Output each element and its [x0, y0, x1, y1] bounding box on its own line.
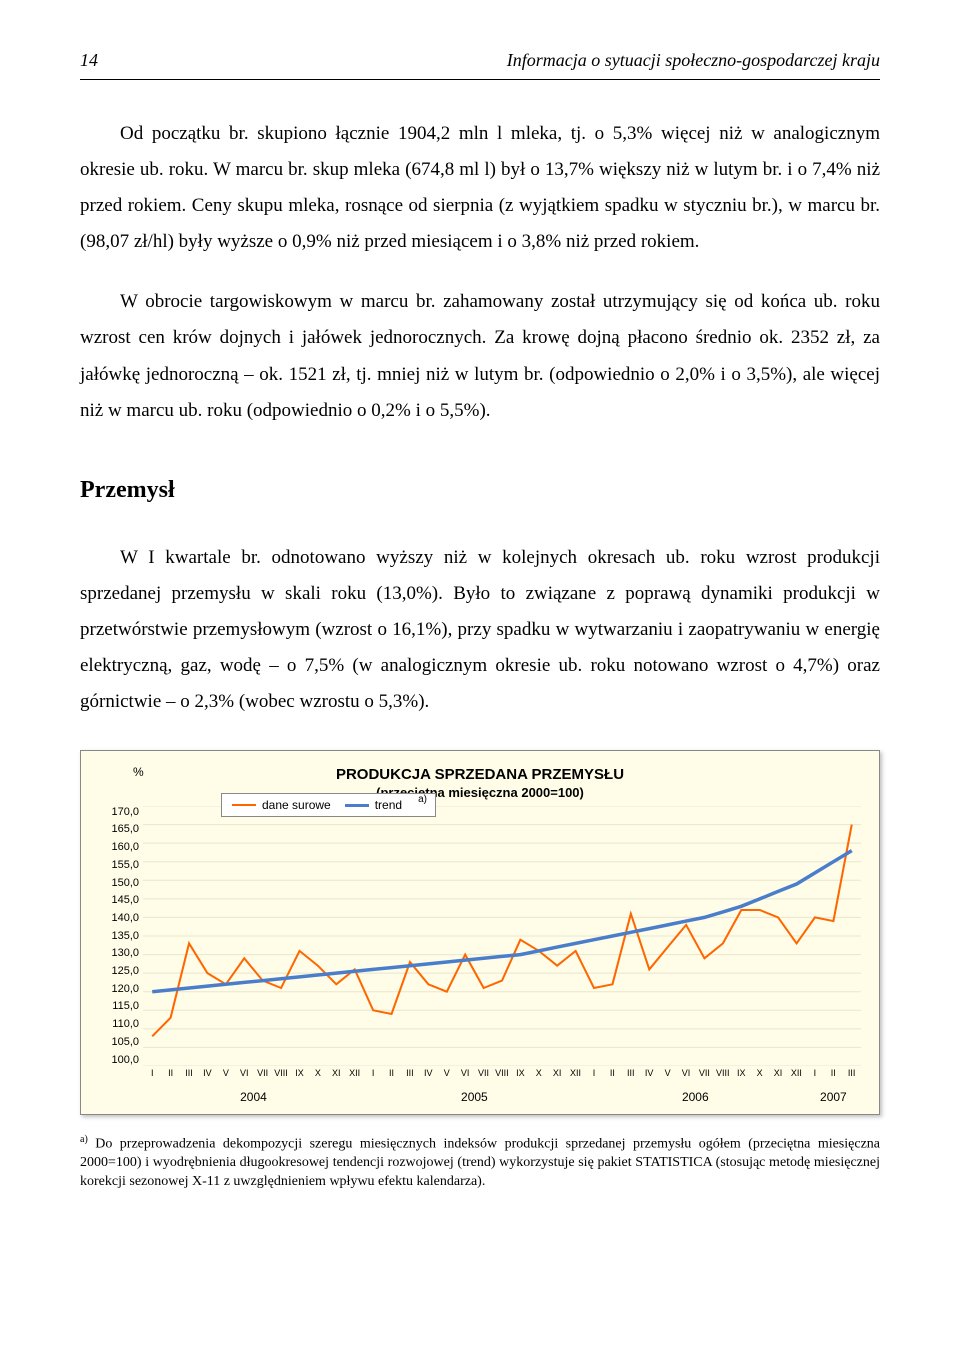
- chart-footnote: a) Do przeprowadzenia dekompozycji szere…: [80, 1133, 880, 1192]
- x-axis-years: 2004200520062007: [143, 1090, 861, 1104]
- x-tick: X: [530, 1066, 548, 1078]
- page-number: 14: [80, 50, 98, 71]
- x-tick: IV: [198, 1066, 216, 1078]
- x-year-label: 2004: [143, 1090, 364, 1104]
- x-tick: XI: [327, 1066, 345, 1078]
- legend-item-trend: trend: [345, 798, 402, 812]
- legend-item-raw: dane surowe: [232, 798, 331, 812]
- legend-label-trend: trend: [375, 798, 402, 812]
- y-tick: 150,0: [99, 877, 139, 889]
- x-tick: VI: [456, 1066, 474, 1078]
- header-rule: [80, 79, 880, 80]
- x-tick: X: [750, 1066, 768, 1078]
- x-tick: III: [622, 1066, 640, 1078]
- legend-swatch-trend: [345, 804, 369, 807]
- y-tick: 130,0: [99, 947, 139, 959]
- y-unit-label: %: [133, 765, 144, 779]
- x-tick: III: [842, 1066, 860, 1078]
- x-year-label: 2006: [585, 1090, 806, 1104]
- x-tick: XII: [345, 1066, 363, 1078]
- x-year-label: 2005: [364, 1090, 585, 1104]
- running-title: Informacja o sytuacji społeczno-gospodar…: [507, 50, 880, 71]
- y-tick: 155,0: [99, 859, 139, 871]
- x-tick: III: [180, 1066, 198, 1078]
- chart-svg: [143, 806, 861, 1066]
- x-tick: I: [806, 1066, 824, 1078]
- x-tick: VII: [695, 1066, 713, 1078]
- x-tick: VII: [253, 1066, 271, 1078]
- footnote-marker: a): [80, 1134, 88, 1145]
- footnote-text: Do przeprowadzenia dekompozycji szeregu …: [80, 1136, 880, 1189]
- x-tick: II: [603, 1066, 621, 1078]
- x-year-label: 2007: [806, 1090, 861, 1104]
- x-tick: III: [401, 1066, 419, 1078]
- y-tick: 140,0: [99, 912, 139, 924]
- y-tick: 125,0: [99, 965, 139, 977]
- x-tick: VI: [677, 1066, 695, 1078]
- chart-legend: dane surowe trend a): [221, 793, 436, 817]
- legend-label-raw: dane surowe: [262, 798, 331, 812]
- paragraph-1: Od początku br. skupiono łącznie 1904,2 …: [80, 116, 880, 260]
- x-tick: IX: [290, 1066, 308, 1078]
- x-tick: V: [658, 1066, 676, 1078]
- x-tick: IX: [511, 1066, 529, 1078]
- x-tick: XII: [566, 1066, 584, 1078]
- y-tick: 100,0: [99, 1054, 139, 1066]
- y-tick: 145,0: [99, 894, 139, 906]
- x-tick: I: [585, 1066, 603, 1078]
- x-tick: II: [382, 1066, 400, 1078]
- y-tick: 170,0: [99, 806, 139, 818]
- y-axis: 170,0 165,0 160,0 155,0 150,0 145,0 140,0 135,0…: [99, 806, 143, 1066]
- x-tick: VI: [235, 1066, 253, 1078]
- x-tick: I: [143, 1066, 161, 1078]
- y-tick: 165,0: [99, 823, 139, 835]
- chart-title: PRODUKCJA SPRZEDANA PRZEMYSŁU: [99, 765, 861, 785]
- x-tick: IV: [640, 1066, 658, 1078]
- chart-plot: [143, 806, 861, 1066]
- x-tick: XI: [548, 1066, 566, 1078]
- x-tick: XII: [787, 1066, 805, 1078]
- x-axis-months: IIIIIIIVVVIVIIVIIIIXXXIXIIIIIIIIIVVVIVII…: [143, 1066, 861, 1078]
- legend-footnote-marker: a): [418, 794, 427, 805]
- chart-card: % PRODUKCJA SPRZEDANA PRZEMYSŁU (przecię…: [80, 750, 880, 1115]
- x-tick: V: [438, 1066, 456, 1078]
- x-tick: IX: [732, 1066, 750, 1078]
- y-tick: 135,0: [99, 930, 139, 942]
- x-tick: XI: [769, 1066, 787, 1078]
- chart-subtitle: (przeciętna miesięczna 2000=100): [99, 785, 861, 800]
- x-tick: IV: [419, 1066, 437, 1078]
- x-tick: V: [217, 1066, 235, 1078]
- y-tick: 120,0: [99, 983, 139, 995]
- y-tick: 115,0: [99, 1000, 139, 1012]
- x-tick: I: [364, 1066, 382, 1078]
- x-tick: X: [309, 1066, 327, 1078]
- x-tick: VIII: [714, 1066, 732, 1078]
- x-tick: VIII: [272, 1066, 290, 1078]
- x-tick: VII: [474, 1066, 492, 1078]
- page-header: 14 Informacja o sytuacji społeczno-gospo…: [80, 50, 880, 71]
- chart-area: 170,0 165,0 160,0 155,0 150,0 145,0 140,0 135,0…: [99, 806, 861, 1066]
- x-tick: II: [161, 1066, 179, 1078]
- y-tick: 110,0: [99, 1018, 139, 1030]
- y-tick: 105,0: [99, 1036, 139, 1048]
- y-tick: 160,0: [99, 841, 139, 853]
- x-tick: VIII: [493, 1066, 511, 1078]
- legend-swatch-raw: [232, 804, 256, 807]
- paragraph-3: W I kwartale br. odnotowano wyższy niż w…: [80, 540, 880, 720]
- paragraph-2: W obrocie targowiskowym w marcu br. zaha…: [80, 284, 880, 428]
- section-heading: Przemysł: [80, 477, 880, 504]
- x-tick: II: [824, 1066, 842, 1078]
